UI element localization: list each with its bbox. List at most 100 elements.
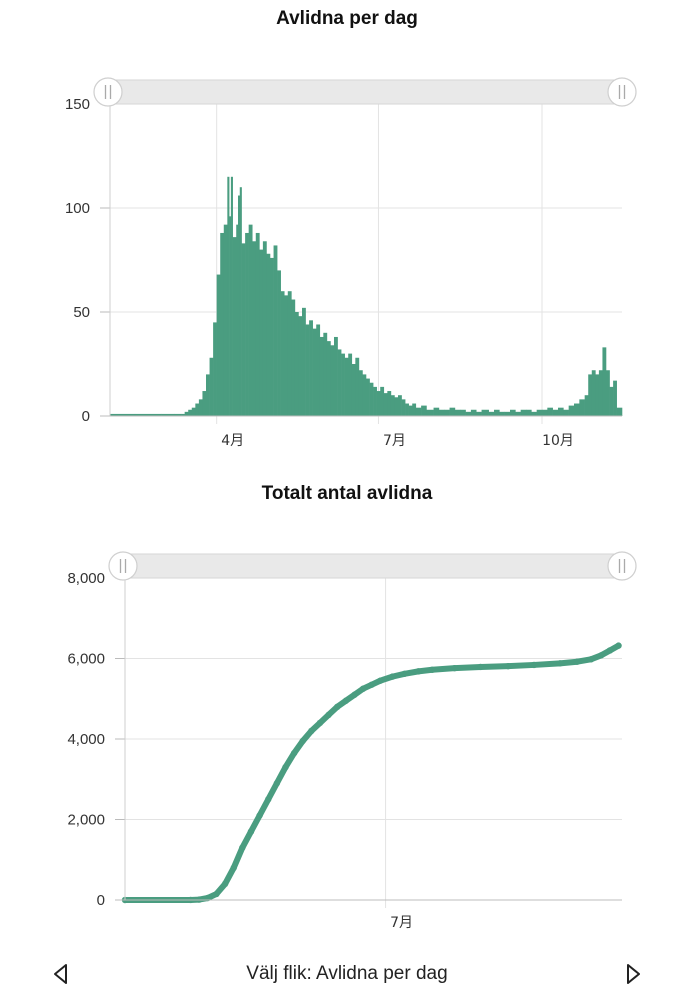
chart-bar xyxy=(216,274,221,416)
chart-bar xyxy=(337,349,342,416)
chart-bar xyxy=(280,291,285,416)
chart-bar xyxy=(262,241,267,416)
chart-point xyxy=(351,691,358,698)
chart-bar xyxy=(220,232,225,416)
chart-bar xyxy=(383,393,388,416)
range-slider-track[interactable] xyxy=(103,79,629,105)
chart-bar xyxy=(373,386,377,416)
chart-bar xyxy=(394,397,399,416)
chart-bar xyxy=(223,224,228,416)
chart-bar xyxy=(405,403,409,416)
chart-bar xyxy=(270,257,274,416)
chart-point xyxy=(451,664,458,672)
chart-bar xyxy=(309,320,313,416)
chart-point xyxy=(359,685,367,692)
chart-bar xyxy=(344,357,349,416)
x-tick-label: 4月 xyxy=(221,433,244,449)
chart-point xyxy=(401,670,408,677)
chart-bar xyxy=(616,407,623,416)
chart-bar xyxy=(245,232,249,416)
tab-selector-label: Välj flik: Avlidna per dag xyxy=(246,963,448,984)
chart-bar xyxy=(248,224,253,416)
chart-bar xyxy=(460,409,466,416)
next-tab-button[interactable] xyxy=(618,959,648,989)
chart-bar xyxy=(584,395,589,416)
chart-bar xyxy=(351,364,356,416)
previous-tab-button[interactable] xyxy=(46,959,76,989)
chart-bar xyxy=(415,407,422,416)
chart-bar xyxy=(298,316,303,416)
chart-line xyxy=(121,642,622,904)
chart-bar xyxy=(588,374,593,416)
chart-bars xyxy=(110,176,623,416)
chart-bar xyxy=(334,336,338,416)
chart-point xyxy=(334,703,341,710)
x-tick-label: 7月 xyxy=(383,433,406,449)
chart-bar xyxy=(202,391,207,416)
chart-point xyxy=(273,780,281,787)
range-slider-track[interactable] xyxy=(118,553,629,579)
chart-bar xyxy=(481,409,489,416)
chart-total-deaths: 0 2,000 4,000 6,000 8,000 7月 xyxy=(67,551,637,931)
chart-point xyxy=(389,673,396,680)
chart-bar xyxy=(408,405,413,416)
chart-bar xyxy=(449,407,456,416)
chart-point xyxy=(256,812,263,819)
chart-bar xyxy=(398,395,402,416)
chart-point xyxy=(247,828,255,835)
chart-bar xyxy=(161,413,175,416)
chart-point xyxy=(587,656,595,663)
series-line xyxy=(122,642,622,903)
triangle-right-icon xyxy=(627,964,640,984)
chart-bar xyxy=(259,249,264,416)
chart-bar xyxy=(494,409,500,416)
chart-bar xyxy=(330,345,335,416)
range-slider-right-handle[interactable] xyxy=(607,77,637,107)
chart-bar xyxy=(504,411,511,416)
chart-point xyxy=(316,719,324,727)
range-slider-left-handle[interactable] xyxy=(93,77,123,107)
chart-bar xyxy=(579,399,585,416)
range-slider-left-handle[interactable] xyxy=(108,551,138,581)
chart-bar xyxy=(252,241,257,416)
chart-bar xyxy=(520,409,527,416)
chart-bar xyxy=(421,405,427,416)
chart-bar xyxy=(574,403,580,416)
range-slider-right-handle[interactable] xyxy=(607,551,637,581)
chart-bar xyxy=(195,403,200,416)
chart-bar xyxy=(433,407,440,416)
chart-daily-deaths: 0 50 100 150 4月 7月 10月 xyxy=(65,77,637,449)
chart-bar xyxy=(277,270,281,416)
chart-point xyxy=(299,737,306,745)
chart-bar xyxy=(613,380,617,416)
chart-bar xyxy=(305,324,310,416)
chart-bar xyxy=(595,374,600,416)
chart-bar xyxy=(239,187,242,416)
chart-bar xyxy=(181,413,185,416)
chart-bar xyxy=(401,399,406,416)
chart-point xyxy=(573,658,581,665)
chart-bar xyxy=(510,409,516,416)
chart-bar xyxy=(273,245,278,416)
chart-bar xyxy=(536,409,543,416)
chart-bar xyxy=(426,409,434,416)
chart-point xyxy=(325,711,332,719)
chart-point xyxy=(615,642,622,649)
chart-bar xyxy=(515,411,521,416)
chart-bar xyxy=(312,328,317,416)
range-slider[interactable] xyxy=(93,77,637,107)
chart-bar xyxy=(531,411,537,416)
y-tick-label: 0 xyxy=(97,892,105,909)
range-slider[interactable] xyxy=(108,551,637,581)
chart-bar xyxy=(552,409,559,416)
x-tick-label: 7月 xyxy=(390,915,413,931)
chart-bar xyxy=(110,413,136,416)
chart-point xyxy=(556,660,564,667)
chart-point xyxy=(377,677,384,684)
triangle-left-icon xyxy=(54,964,67,984)
chart-bar xyxy=(291,299,296,416)
chart-point xyxy=(428,666,436,673)
chart-bar xyxy=(191,407,196,416)
chart-bar xyxy=(526,409,532,416)
chart-point xyxy=(221,880,229,888)
